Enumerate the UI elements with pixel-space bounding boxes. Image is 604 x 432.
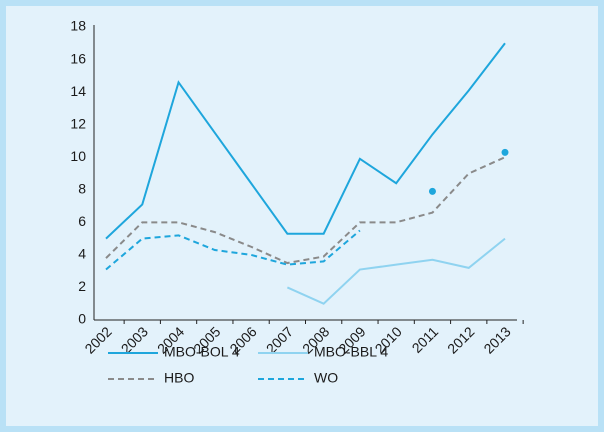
- y-tick-label: 2: [78, 278, 86, 294]
- legend-label: WO: [314, 370, 338, 386]
- x-tick-label: 2003: [118, 323, 151, 356]
- y-tick-label: 16: [70, 50, 86, 66]
- line: [286, 237, 506, 305]
- y-tick-label: 6: [78, 213, 86, 229]
- legend-label: MBO-BBL 4: [314, 344, 388, 360]
- y-tick-label: 18: [70, 18, 86, 34]
- y-tick-label: 8: [78, 180, 86, 196]
- line: [105, 229, 361, 271]
- legend-label: MBO-BOL 4: [164, 344, 240, 360]
- y-tick-label: 10: [70, 148, 86, 164]
- y-tick-label: 14: [70, 83, 86, 99]
- line: [105, 42, 506, 240]
- legend-label: HBO: [164, 370, 194, 386]
- point: [501, 148, 509, 156]
- y-tick-label: 12: [70, 115, 86, 131]
- point: [428, 187, 436, 195]
- y-tick-label: 0: [78, 311, 86, 327]
- x-tick-label: 2002: [81, 323, 114, 356]
- x-tick-label: 2012: [444, 323, 477, 356]
- y-tick-label: 4: [78, 246, 86, 262]
- x-tick-label: 2011: [409, 323, 442, 356]
- x-tick-label: 2007: [263, 323, 296, 356]
- line: [105, 156, 506, 265]
- x-tick-label: 2013: [480, 323, 513, 356]
